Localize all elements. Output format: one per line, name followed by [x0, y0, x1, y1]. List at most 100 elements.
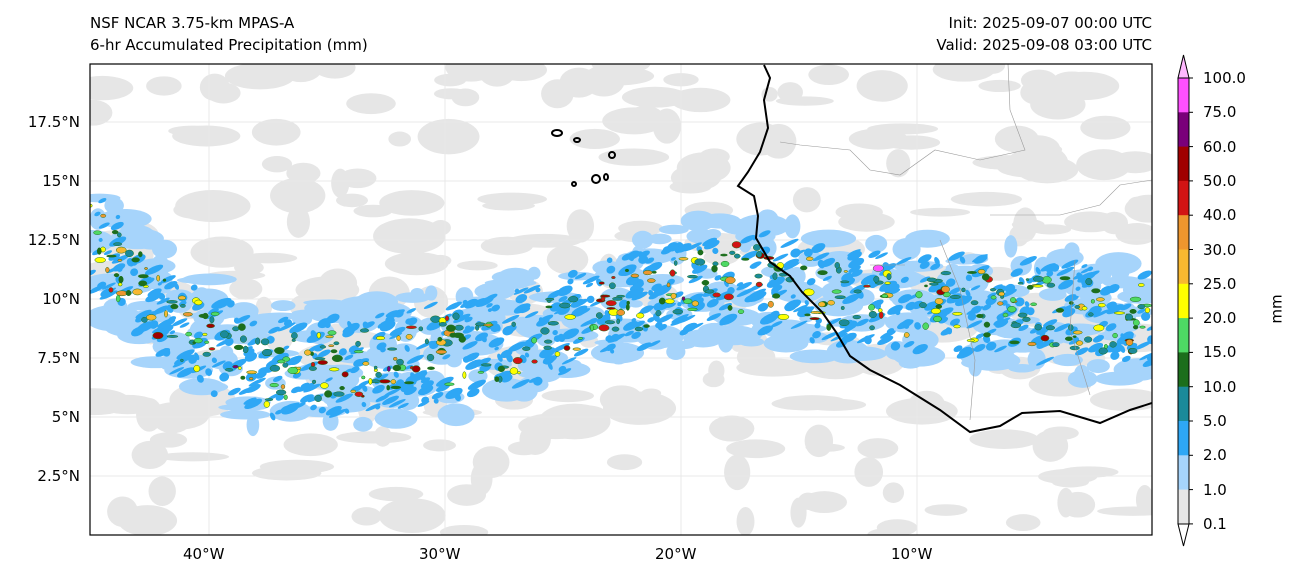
heavy-precip-cell: [118, 275, 124, 284]
heavy-precip-cell: [125, 290, 132, 296]
trace-precip-cell: [255, 296, 273, 317]
moderate-precip-cell: [445, 387, 463, 400]
moderate-precip-cell: [1141, 311, 1151, 321]
heavy-precip-cell: [922, 322, 929, 330]
heavy-precip-cell: [598, 281, 605, 285]
moderate-precip-cell: [101, 282, 116, 290]
heavy-precip-cell: [723, 293, 734, 301]
trace-precip-cell: [724, 454, 751, 491]
moderate-precip-cell: [896, 257, 912, 265]
heavy-precip-cell: [989, 288, 997, 292]
heavy-precip-cell: [220, 330, 229, 338]
moderate-precip-cell: [965, 289, 971, 298]
light-precip-cell: [1064, 242, 1080, 259]
moderate-precip-cell: [912, 344, 928, 355]
light-precip-cell: [945, 263, 960, 274]
trace-precip-cell: [1111, 151, 1152, 174]
moderate-precip-cell: [355, 358, 370, 367]
moderate-precip-cell: [289, 322, 308, 334]
moderate-precip-cell: [930, 263, 941, 271]
moderate-precip-cell: [657, 314, 674, 324]
heavy-precip-cell: [494, 376, 500, 382]
light-precip-cell: [1094, 371, 1144, 386]
heavy-precip-cell: [379, 379, 391, 384]
moderate-precip-cell: [525, 311, 539, 319]
moderate-precip-cell: [389, 326, 406, 336]
moderate-precip-cell: [790, 294, 796, 299]
moderate-precip-cell: [1137, 270, 1152, 280]
heavy-precip-cell: [1046, 282, 1056, 288]
trace-precip-cell: [726, 439, 786, 459]
heavy-precip-cell: [753, 244, 761, 251]
light-precip-cell: [374, 408, 418, 429]
valid-time: Valid: 2025-09-08 03:00 UTC: [936, 36, 1152, 54]
moderate-precip-cell: [987, 292, 997, 299]
heavy-precip-cell: [511, 321, 516, 327]
moderate-precip-cell: [196, 374, 204, 383]
moderate-precip-cell: [1064, 294, 1077, 302]
moderate-precip-cell: [653, 284, 672, 296]
moderate-precip-cell: [106, 266, 120, 274]
trace-precip-cell: [429, 254, 452, 267]
moderate-precip-cell: [1056, 266, 1075, 276]
trace-precip-cell: [478, 64, 516, 87]
light-precip-cell: [763, 334, 809, 353]
heavy-precip-cell: [868, 304, 875, 311]
heavy-precip-cell: [353, 350, 364, 354]
moderate-precip-cell: [995, 319, 1009, 328]
heavy-precip-cell: [658, 297, 666, 305]
moderate-precip-cell: [965, 274, 973, 282]
moderate-precip-cell: [103, 250, 113, 256]
moderate-precip-cell: [687, 322, 704, 331]
lat-tick-2-5n: 2.5°N: [37, 467, 80, 485]
trace-precip-cell: [950, 191, 1023, 207]
colorbar-tick-label: 2.0: [1203, 446, 1227, 465]
moderate-precip-cell: [1105, 323, 1117, 332]
trace-precip-cell: [857, 438, 899, 459]
heavy-precip-cell: [390, 385, 402, 390]
trace-precip-cell: [1030, 224, 1072, 235]
heavy-precip-cell: [926, 277, 937, 283]
moderate-precip-cell: [335, 393, 353, 403]
trace-precip-cell: [286, 205, 310, 238]
moderate-precip-cell: [467, 379, 486, 390]
trace-precip-cell: [90, 75, 134, 101]
heavy-precip-cell: [280, 384, 286, 390]
heavy-precip-cell: [590, 324, 594, 332]
heavy-precip-cell: [263, 400, 270, 408]
trace-precip-cell: [790, 497, 807, 528]
heavy-precip-cell: [242, 345, 249, 354]
trace-precip-cell: [368, 486, 424, 502]
moderate-precip-cell: [582, 275, 600, 285]
moderate-precip-cell: [887, 304, 903, 315]
moderate-precip-cell: [588, 317, 598, 325]
heavy-precip-cell: [111, 230, 119, 235]
heavy-precip-cell: [246, 370, 258, 375]
heavy-precip-cell: [800, 265, 808, 271]
colorbar-segment: [1178, 489, 1189, 525]
moderate-precip-cell: [877, 335, 894, 346]
trace-precip-cell: [566, 209, 595, 243]
moderate-precip-cell: [842, 293, 861, 305]
heavy-precip-cell: [435, 349, 447, 355]
heavy-precip-cell: [881, 293, 889, 298]
moderate-precip-cell: [740, 234, 756, 244]
light-precip-cell: [953, 270, 966, 280]
heavy-precip-cell: [868, 310, 877, 318]
heavy-precip-cell: [683, 298, 693, 304]
moderate-precip-cell: [1035, 267, 1041, 275]
moderate-precip-cell: [372, 331, 386, 340]
colorbar-segment: [1178, 283, 1189, 319]
light-precip-cell: [738, 337, 765, 347]
trace-precip-cell: [854, 457, 884, 487]
heavy-precip-cell: [664, 298, 675, 304]
heavy-precip-cell: [437, 336, 443, 342]
moderate-precip-cell: [766, 276, 785, 288]
moderate-precip-cell: [693, 293, 704, 300]
heavy-precip-cell: [193, 365, 201, 373]
moderate-precip-cell: [558, 365, 567, 373]
light-precip-cell: [631, 230, 654, 249]
moderate-precip-cell: [667, 302, 676, 308]
heavy-precip-cell: [840, 305, 845, 310]
moderate-precip-cell: [501, 314, 520, 324]
